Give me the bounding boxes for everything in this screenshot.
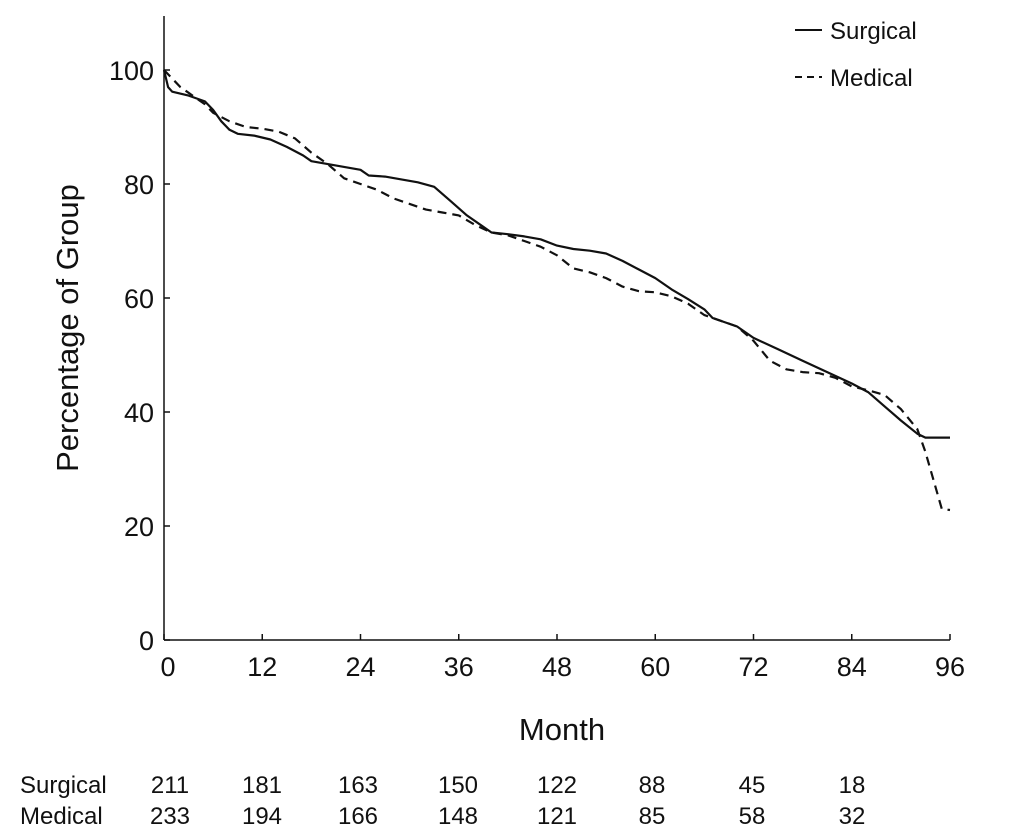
series-line-surgical — [162, 69, 950, 439]
x-axis-title: Month — [519, 712, 605, 747]
at-risk-value: 163 — [338, 772, 378, 799]
at-risk-value: 58 — [739, 803, 766, 830]
x-tick-label: 72 — [738, 652, 768, 682]
y-tick-label: 40 — [124, 398, 154, 428]
at-risk-value: 18 — [839, 772, 866, 799]
series-line-medical — [163, 69, 951, 512]
at-risk-value: 122 — [537, 772, 577, 799]
y-tick-label: 80 — [124, 170, 154, 200]
series-group — [162, 69, 951, 512]
at-risk-value: 211 — [151, 772, 189, 799]
x-tick-label: 36 — [444, 652, 474, 682]
x-tick-label: 84 — [837, 652, 867, 682]
y-tick-label: 0 — [139, 626, 154, 656]
y-tick-label: 20 — [124, 512, 154, 542]
at-risk-value: 194 — [242, 803, 282, 830]
at-risk-table: Surgical 211 181 163 150 122 88 45 18 Medical 233 1… — [20, 772, 865, 830]
x-tick-label: 0 — [160, 652, 175, 682]
at-risk-value: 45 — [739, 772, 766, 799]
at-risk-value: 148 — [438, 803, 478, 830]
x-tick-label: 60 — [640, 652, 670, 682]
legend: Surgical Medical — [795, 18, 917, 92]
at-risk-value: 150 — [438, 772, 478, 799]
at-risk-value: 85 — [639, 803, 666, 830]
x-tick-label: 12 — [247, 652, 277, 682]
at-risk-value: 233 — [150, 803, 190, 830]
x-tick-label: 24 — [345, 652, 375, 682]
at-risk-value: 166 — [338, 803, 378, 830]
y-axis-title: Percentage of Group — [50, 184, 85, 472]
x-tick-label: 48 — [542, 652, 572, 682]
at-risk-row-label: Surgical — [20, 772, 107, 799]
y-tick-label: 60 — [124, 284, 154, 314]
at-risk-row-label: Medical — [20, 803, 103, 830]
at-risk-value: 181 — [242, 772, 282, 799]
axes: 0 12 24 36 48 60 72 84 96 0 20 40 60 80 100 — [109, 16, 965, 682]
at-risk-value: 32 — [839, 803, 866, 830]
at-risk-value: 88 — [639, 772, 666, 799]
y-tick-label: 100 — [109, 56, 154, 86]
at-risk-value: 121 — [537, 803, 577, 830]
x-tick-label: 96 — [935, 652, 965, 682]
legend-label-medical: Medical — [830, 65, 913, 92]
legend-label-surgical: Surgical — [830, 18, 917, 45]
